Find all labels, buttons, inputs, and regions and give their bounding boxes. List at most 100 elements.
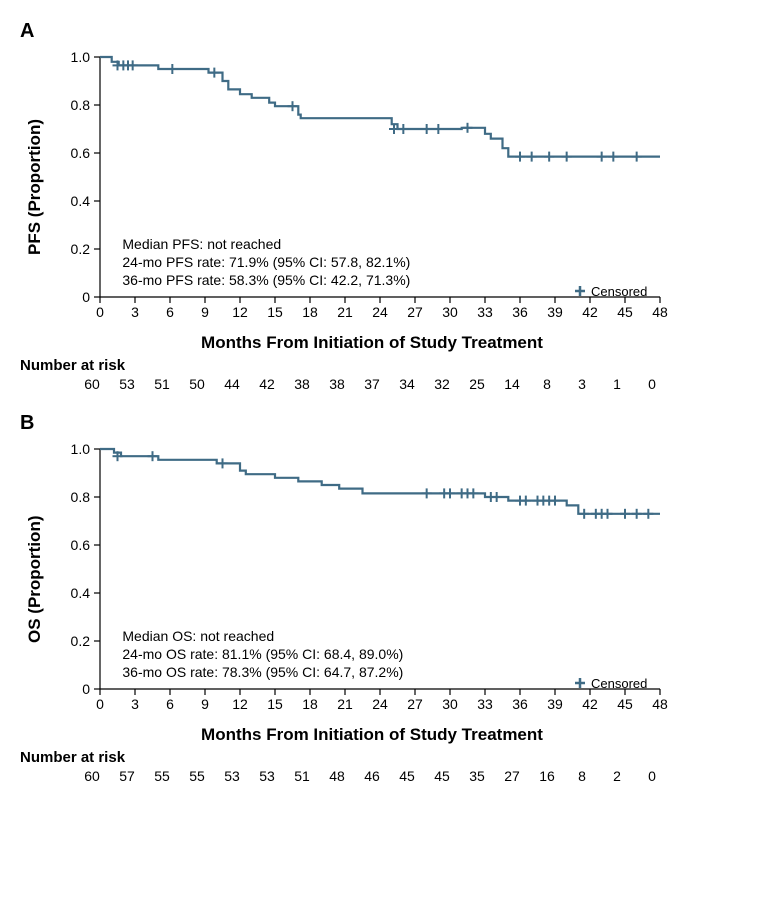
svg-text:27: 27 (407, 696, 423, 712)
risk-cell: 50 (180, 376, 215, 392)
survival-curve (100, 57, 660, 157)
svg-text:30: 30 (442, 304, 458, 320)
censor-mark (148, 451, 158, 461)
km-panel-B: BOS (Proportion)00.20.40.60.81.003691215… (20, 412, 745, 784)
panel-label: B (20, 412, 745, 435)
annotation-line: 36-mo PFS rate: 58.3% (95% CI: 42.2, 71.… (122, 272, 410, 288)
censor-mark (468, 488, 478, 498)
svg-text:39: 39 (547, 304, 563, 320)
risk-cell: 35 (460, 768, 495, 784)
svg-text:12: 12 (232, 696, 248, 712)
svg-text:24: 24 (372, 696, 388, 712)
risk-cell: 48 (320, 768, 355, 784)
censor-mark (445, 488, 455, 498)
risk-cell: 60 (75, 376, 110, 392)
svg-text:0.8: 0.8 (71, 489, 91, 505)
risk-cell: 45 (390, 768, 425, 784)
y-axis-label: OS (Proportion) (20, 439, 50, 719)
annotation-line: Median OS: not reached (122, 628, 274, 644)
svg-text:42: 42 (582, 304, 598, 320)
risk-cell: 53 (110, 376, 145, 392)
censor-mark (643, 509, 653, 519)
svg-text:15: 15 (267, 696, 283, 712)
svg-text:18: 18 (302, 304, 318, 320)
risk-cell: 1 (600, 376, 635, 392)
svg-text:48: 48 (652, 696, 668, 712)
svg-text:48: 48 (652, 304, 668, 320)
censor-mark (218, 458, 228, 468)
risk-cell: 38 (285, 376, 320, 392)
risk-cell: 8 (530, 376, 565, 392)
censor-mark (463, 123, 473, 133)
risk-cell: 53 (215, 768, 250, 784)
svg-text:45: 45 (617, 304, 633, 320)
censor-mark (209, 68, 219, 78)
svg-text:0.6: 0.6 (71, 537, 91, 553)
km-plot: 00.20.40.60.81.0036912151821242730333639… (50, 439, 670, 719)
svg-text:12: 12 (232, 304, 248, 320)
svg-text:0.8: 0.8 (71, 97, 91, 113)
svg-text:42: 42 (582, 696, 598, 712)
svg-text:1.0: 1.0 (71, 49, 91, 65)
risk-cell: 60 (75, 768, 110, 784)
svg-text:9: 9 (201, 696, 209, 712)
censor-mark (550, 496, 560, 506)
svg-text:36: 36 (512, 304, 528, 320)
censor-mark (167, 64, 177, 74)
censor-mark (632, 509, 642, 519)
censor-mark (433, 124, 443, 134)
risk-cell: 45 (425, 768, 460, 784)
svg-text:3: 3 (131, 696, 139, 712)
svg-text:Censored: Censored (591, 676, 647, 691)
svg-text:0: 0 (96, 696, 104, 712)
censor-mark (527, 152, 537, 162)
svg-text:0.4: 0.4 (71, 585, 91, 601)
risk-cell: 0 (635, 768, 670, 784)
annotation-line: Median PFS: not reached (122, 236, 281, 252)
svg-text:3: 3 (131, 304, 139, 320)
number-at-risk-label: Number at risk (20, 749, 745, 766)
risk-cell: 51 (145, 376, 180, 392)
svg-text:1.0: 1.0 (71, 441, 91, 457)
svg-text:39: 39 (547, 696, 563, 712)
svg-text:0.2: 0.2 (71, 633, 91, 649)
risk-cell: 2 (600, 768, 635, 784)
censor-mark (128, 60, 138, 70)
censor-mark (544, 152, 554, 162)
svg-text:24: 24 (372, 304, 388, 320)
svg-text:6: 6 (166, 304, 174, 320)
km-plot: 00.20.40.60.81.0036912151821242730333639… (50, 47, 670, 327)
svg-text:0: 0 (82, 681, 90, 697)
svg-text:15: 15 (267, 304, 283, 320)
number-at-risk-row: 605351504442383837343225148310 (42, 376, 745, 392)
censor-mark (492, 492, 502, 502)
survival-curve (100, 449, 660, 514)
risk-cell: 3 (565, 376, 600, 392)
risk-cell: 8 (565, 768, 600, 784)
svg-text:0: 0 (96, 304, 104, 320)
svg-text:0.2: 0.2 (71, 241, 91, 257)
censor-mark (422, 488, 432, 498)
risk-cell: 44 (215, 376, 250, 392)
risk-cell: 55 (180, 768, 215, 784)
panel-label: A (20, 20, 745, 43)
risk-cell: 27 (495, 768, 530, 784)
censor-mark (608, 152, 618, 162)
risk-cell: 53 (250, 768, 285, 784)
svg-text:6: 6 (166, 696, 174, 712)
svg-text:0: 0 (82, 289, 90, 305)
censor-mark (562, 152, 572, 162)
svg-text:0.6: 0.6 (71, 145, 91, 161)
x-axis-label: Months From Initiation of Study Treatmen… (92, 725, 652, 745)
svg-text:36: 36 (512, 696, 528, 712)
svg-text:30: 30 (442, 696, 458, 712)
svg-text:27: 27 (407, 304, 423, 320)
svg-text:33: 33 (477, 304, 493, 320)
risk-cell: 0 (635, 376, 670, 392)
svg-text:33: 33 (477, 696, 493, 712)
censor-mark (288, 101, 298, 111)
censor-mark (603, 509, 613, 519)
risk-cell: 25 (460, 376, 495, 392)
censor-mark (515, 152, 525, 162)
svg-text:9: 9 (201, 304, 209, 320)
